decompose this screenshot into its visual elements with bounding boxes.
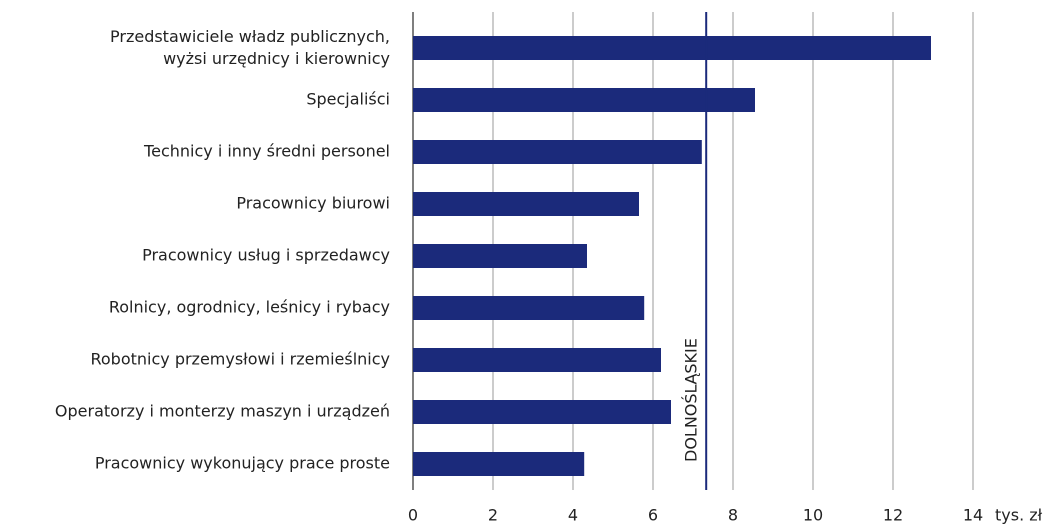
y-tick-label: Pracownicy wykonujący prace proste xyxy=(95,454,390,473)
bar xyxy=(413,452,585,476)
bar xyxy=(413,348,661,372)
bar xyxy=(413,192,639,216)
bar xyxy=(413,296,645,320)
x-tick-label: 4 xyxy=(568,506,578,525)
y-tick-label: Przedstawiciele władz publicznych, wyżsi … xyxy=(110,27,390,68)
x-tick-label: 2 xyxy=(488,506,498,525)
y-tick-label: Robotnicy przemysłowi i rzemieślnicy xyxy=(90,350,390,369)
bar xyxy=(413,36,931,60)
x-tick-label: 14 xyxy=(963,506,983,525)
x-tick-label: 10 xyxy=(803,506,823,525)
bar xyxy=(413,244,587,268)
x-tick-label: 6 xyxy=(648,506,658,525)
y-tick-label: Rolnicy, ogrodnicy, leśnicy i rybacy xyxy=(109,298,390,317)
x-axis-label: tys. zł xyxy=(995,506,1043,525)
y-tick-label: Specjaliści xyxy=(306,90,390,109)
x-tick-label: 12 xyxy=(883,506,903,525)
y-tick-label: Pracownicy biurowi xyxy=(236,194,390,213)
x-tick-label: 8 xyxy=(728,506,738,525)
y-tick-label: Operatorzy i monterzy maszyn i urządzeń xyxy=(55,402,390,421)
y-tick-label: Technicy i inny średni personel xyxy=(143,142,390,161)
y-tick-label: Pracownicy usług i sprzedawcy xyxy=(142,246,390,265)
x-tick-label: 0 xyxy=(408,506,418,525)
reference-label: DOLNOŚLĄSKIE xyxy=(682,338,701,462)
bar xyxy=(413,88,755,112)
bar xyxy=(413,400,671,424)
bar xyxy=(413,140,702,164)
